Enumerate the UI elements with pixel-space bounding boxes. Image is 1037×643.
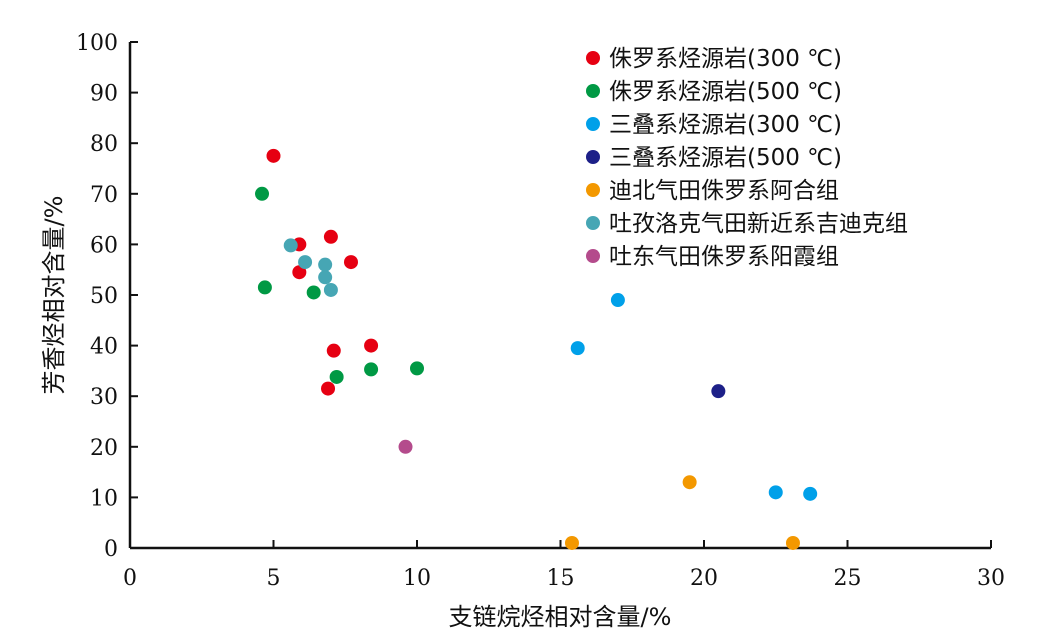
x-tick-label: 30 xyxy=(977,566,1005,591)
axes xyxy=(128,42,991,550)
data-point xyxy=(682,475,697,490)
data-point xyxy=(255,186,270,201)
legend-marker xyxy=(586,150,600,164)
y-tick-label: 0 xyxy=(104,537,118,562)
y-tick-label: 40 xyxy=(90,335,118,360)
data-point xyxy=(364,338,379,353)
legend-marker xyxy=(586,117,600,131)
legend-label: 吐东气田侏罗系阳霞组 xyxy=(609,244,839,270)
legend: 侏罗系烃源岩(300 ℃) 侏罗系烃源岩(500 ℃) 三叠系烃源岩(300 ℃) 三… xyxy=(586,46,908,270)
x-axis-ticks: 0 5 10 15 20 25 30 xyxy=(123,540,1005,591)
data-point xyxy=(768,485,783,500)
data-point xyxy=(398,439,413,454)
data-point xyxy=(306,285,321,300)
y-tick-label: 60 xyxy=(90,233,118,258)
data-point xyxy=(323,229,338,244)
data-point xyxy=(318,257,333,272)
data-point xyxy=(298,255,313,270)
data-point xyxy=(266,148,281,163)
x-tick-label: 5 xyxy=(267,566,281,591)
data-point xyxy=(321,381,336,396)
y-tick-label: 70 xyxy=(90,183,118,208)
data-point xyxy=(410,361,424,376)
legend-label: 吐孜洛克气田新近系吉迪克组 xyxy=(609,211,908,237)
y-tick-label: 10 xyxy=(90,486,118,511)
data-point xyxy=(364,362,379,377)
y-axis-label: 芳香烃相对含量/% xyxy=(40,196,68,395)
data-point xyxy=(329,369,344,384)
legend-label: 三叠系烃源岩(500 ℃) xyxy=(609,145,842,171)
y-axis-ticks: 0 10 20 30 40 50 60 70 80 90 100 xyxy=(76,31,138,562)
data-point xyxy=(785,535,800,550)
y-tick-label: 90 xyxy=(90,82,118,107)
data-point xyxy=(326,343,341,358)
data-point xyxy=(283,238,298,253)
legend-marker xyxy=(586,84,600,98)
legend-marker xyxy=(586,249,600,263)
x-axis-label: 支链烷烃相对含量/% xyxy=(449,603,672,631)
legend-label: 侏罗系烃源岩(500 ℃) xyxy=(609,79,842,105)
data-point xyxy=(318,270,333,285)
x-tick-label: 0 xyxy=(123,566,137,591)
data-point xyxy=(564,535,579,550)
data-point xyxy=(323,282,338,297)
y-tick-label: 80 xyxy=(90,132,118,157)
data-point xyxy=(257,280,272,295)
legend-marker xyxy=(586,51,600,65)
data-point xyxy=(343,255,358,270)
y-tick-label: 20 xyxy=(90,436,118,461)
legend-marker xyxy=(586,183,600,197)
data-point xyxy=(711,384,726,399)
x-tick-label: 20 xyxy=(690,566,718,591)
data-point xyxy=(570,341,585,356)
legend-marker xyxy=(586,216,600,230)
x-tick-label: 10 xyxy=(403,566,431,591)
x-tick-label: 15 xyxy=(547,566,575,591)
y-tick-label: 30 xyxy=(90,385,118,410)
legend-label: 迪北气田侏罗系阿合组 xyxy=(609,178,839,204)
y-tick-label: 100 xyxy=(76,31,118,56)
y-tick-label: 50 xyxy=(90,284,118,309)
data-points xyxy=(255,148,818,550)
legend-label: 三叠系烃源岩(300 ℃) xyxy=(609,112,842,138)
x-tick-label: 25 xyxy=(834,566,862,591)
legend-label: 侏罗系烃源岩(300 ℃) xyxy=(609,46,842,72)
data-point xyxy=(610,293,625,308)
data-point xyxy=(803,486,818,501)
